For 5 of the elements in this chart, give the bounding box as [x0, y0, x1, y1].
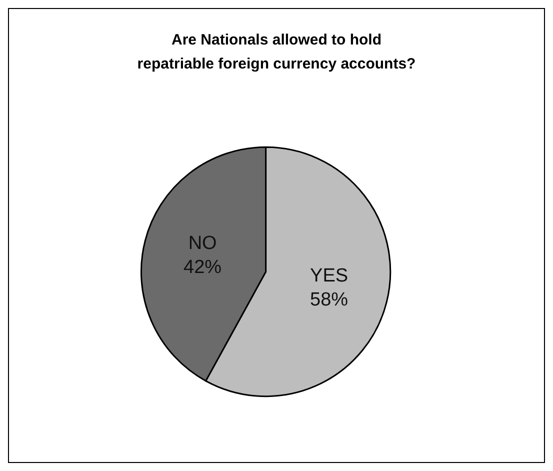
data-label: 58%	[310, 289, 348, 310]
slice-label: NO	[188, 233, 217, 254]
slice-label: YES	[310, 265, 348, 286]
data-label: 42%	[184, 257, 222, 278]
chart-title: Are Nationals allowed to hold repatriable foreign currency accounts?	[137, 32, 416, 72]
